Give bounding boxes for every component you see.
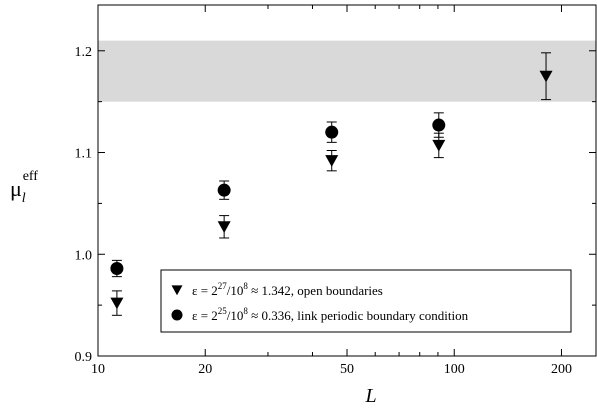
y-axis-title-sup: eff: [23, 169, 39, 184]
y-axis-title-base: μ: [10, 176, 22, 201]
x-ticks: 10 20 50 100 200: [91, 5, 572, 377]
x-tick-label-100: 100: [444, 362, 465, 377]
legend-entry-1: ε = 225/108 ≈ 0.336, link periodic bound…: [171, 306, 469, 323]
x-tick-label-20: 20: [198, 362, 212, 377]
legend-label-1: ε = 225/108 ≈ 0.336, link periodic bound…: [192, 306, 469, 323]
y-tick-label-2: 1.1: [75, 147, 93, 162]
legend-box: [160, 269, 572, 333]
data-points: [110, 52, 553, 316]
legend-label-0: ε = 227/108 ≈ 1.342, open boundaries: [192, 281, 383, 298]
x-axis-title: L: [364, 385, 376, 407]
point-circle-3: [432, 118, 446, 132]
legend-1-pre: ε = 2: [192, 308, 218, 323]
legend-1-post: ≈ 0.336, link periodic boundary conditio…: [248, 308, 469, 323]
legend-1-mid: /10: [227, 308, 244, 323]
legend-entry-0: ε = 227/108 ≈ 1.342, open boundaries: [171, 281, 383, 298]
y-axis-title: μl eff: [10, 169, 38, 206]
x-tick-label-50: 50: [340, 362, 354, 377]
point-triangle-2: [325, 155, 339, 167]
point-circle-0: [110, 262, 124, 276]
legend-marker-circle: [171, 309, 183, 321]
legend-marker-triangle: [171, 285, 183, 296]
y-tick-label-0: 0.9: [75, 350, 93, 365]
point-triangle-0: [110, 297, 124, 310]
point-triangle-4: [539, 70, 553, 83]
legend-1-sup2: 8: [243, 306, 248, 316]
y-tick-label-3: 1.2: [75, 45, 93, 60]
y-axis-title-sub: l: [22, 191, 26, 206]
legend-0-post: ≈ 1.342, open boundaries: [248, 283, 383, 298]
legend-0-mid: /10: [227, 283, 244, 298]
x-tick-label-10: 10: [91, 362, 105, 377]
legend-0-sup1: 27: [218, 281, 228, 291]
y-ticks: 0.9 1.0 1.1 1.2: [75, 45, 596, 365]
y-tick-label-1: 1.0: [75, 248, 93, 263]
reference-band: [98, 40, 596, 102]
plot-frame: [97, 4, 597, 357]
point-circle-2: [325, 125, 339, 139]
x-tick-label-200: 200: [551, 362, 572, 377]
point-circle-1: [217, 183, 231, 197]
legend: ε = 227/108 ≈ 1.342, open boundaries ε =…: [160, 269, 572, 333]
legend-1-sup1: 25: [218, 306, 228, 316]
point-triangle-3: [432, 139, 446, 152]
legend-0-pre: ε = 2: [192, 283, 218, 298]
legend-0-sup2: 8: [243, 281, 248, 291]
point-triangle-1: [217, 221, 231, 233]
